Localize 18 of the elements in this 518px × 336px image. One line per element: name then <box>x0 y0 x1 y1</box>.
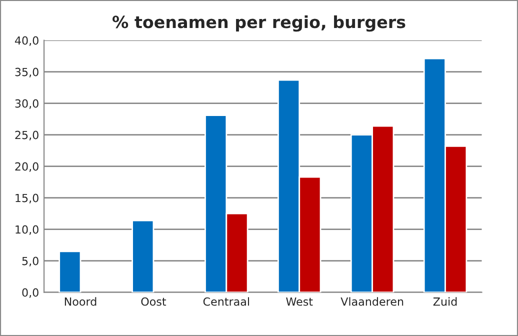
y-tick-label: 20,0 <box>15 162 38 172</box>
y-tick-label: 5,0 <box>22 256 38 266</box>
x-tick-label: West <box>286 298 313 306</box>
x-tick-label: Noord <box>64 297 96 306</box>
y-tick-label: 40,0 <box>14 36 38 46</box>
chart-title: % toenamen per regio, burgers <box>112 15 406 32</box>
x-tick-label: Centraal <box>203 297 249 306</box>
y-tick-label: 0,0 <box>22 288 38 298</box>
x-tick-label: Vlaanderen <box>340 297 404 306</box>
y-tick-label: 35,0 <box>15 68 38 78</box>
y-tick-label: 25,0 <box>15 130 38 140</box>
bar <box>58 250 82 292</box>
y-tick-label: 10,0 <box>16 225 38 235</box>
x-tick-label: Zuid <box>433 297 457 306</box>
y-tick-label: 15,0 <box>16 194 38 204</box>
y-tick-label: 30,0 <box>15 99 38 109</box>
bar <box>132 220 154 292</box>
x-tick-label: Oost <box>141 297 166 306</box>
